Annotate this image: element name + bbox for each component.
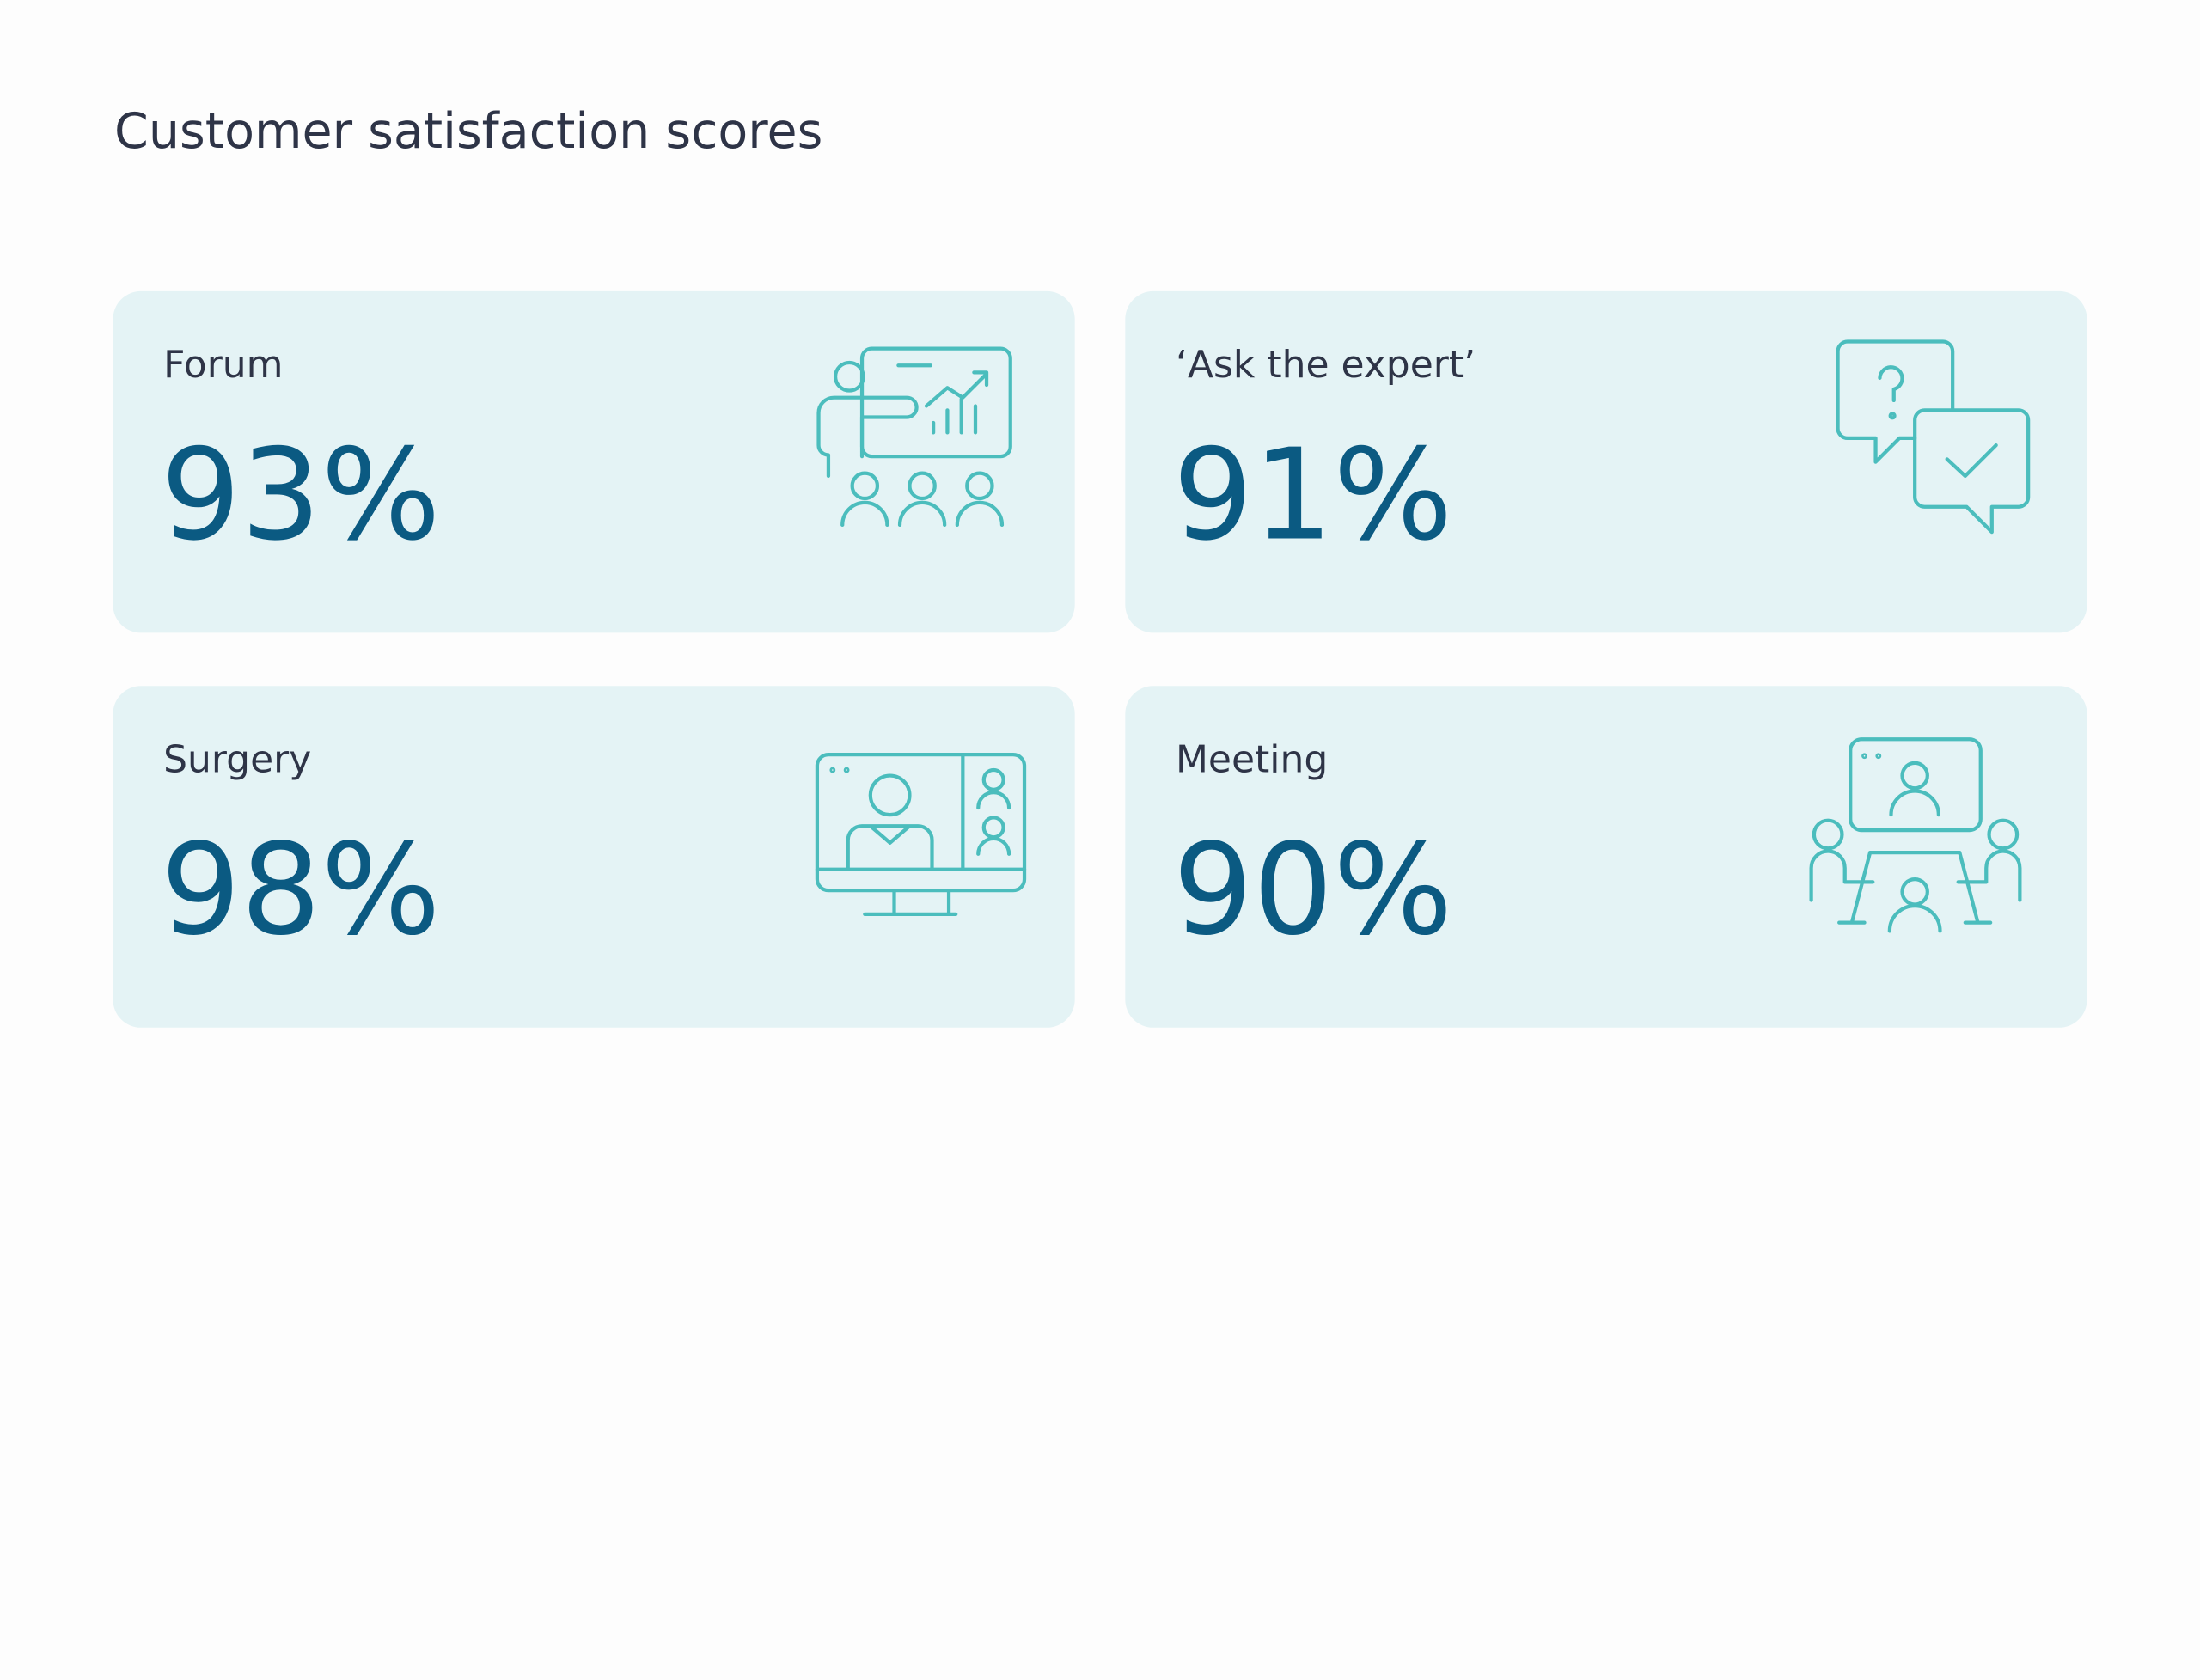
card-label: Meeting xyxy=(1176,737,1328,781)
stat-card: Forum 93% xyxy=(113,290,1075,633)
ask-expert-icon xyxy=(1836,339,2031,535)
card-value: 98% xyxy=(161,816,441,963)
card-value: 91% xyxy=(1173,422,1453,569)
page-title: Customer satisfaction scores xyxy=(114,103,822,160)
card-label: Surgery xyxy=(163,737,311,781)
card-label: Forum xyxy=(163,343,283,387)
stat-card: ‘Ask the expert’ 91% xyxy=(1125,290,2087,633)
meeting-icon xyxy=(1809,737,2022,933)
card-background xyxy=(1125,686,2087,1028)
stat-card: Meeting 90% xyxy=(1125,686,2087,1028)
card-label: ‘Ask the expert’ xyxy=(1176,343,1476,387)
card-value: 90% xyxy=(1173,816,1453,963)
card-background xyxy=(1125,290,2087,633)
surgery-icon xyxy=(815,753,1027,916)
card-value: 93% xyxy=(161,422,441,569)
forum-icon xyxy=(816,346,1012,528)
card-grid: Forum 93% ‘Ask the expert’ 91% Surgery 98% Mee… xyxy=(113,290,2087,1028)
